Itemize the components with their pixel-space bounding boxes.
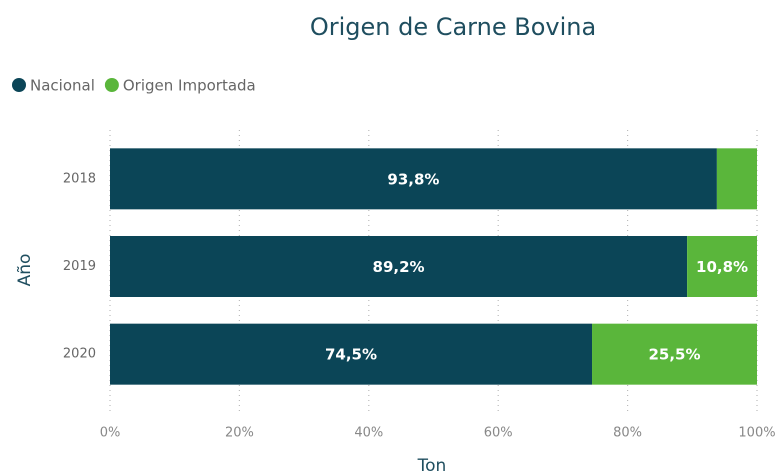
legend-label: Nacional (30, 77, 95, 95)
bar-segment (110, 236, 688, 297)
legend-marker (12, 78, 26, 92)
y-tick-label: 2019 (63, 259, 96, 274)
x-tick-label: 20% (225, 426, 254, 441)
bar-segment (716, 148, 757, 210)
x-tick-label: 100% (738, 426, 775, 441)
data-label: 10,8% (696, 258, 748, 276)
y-tick-label: 2018 (63, 171, 96, 186)
x-tick-label: 0% (100, 426, 121, 441)
y-tick-label: 2020 (63, 347, 96, 362)
bar-segment (110, 323, 593, 385)
data-label: 74,5% (325, 346, 377, 364)
legend-label: Origen Importada (123, 77, 256, 95)
x-tick-label: 40% (354, 426, 383, 441)
y-axis-label: Año (15, 254, 35, 287)
x-tick-label: 60% (484, 426, 513, 441)
bar-segment (687, 236, 757, 297)
bar-segment (592, 323, 757, 385)
chart-title: Origen de Carne Bovina (310, 13, 596, 41)
data-label: 89,2% (373, 258, 425, 276)
legend-marker (104, 78, 119, 92)
x-tick-label: 80% (613, 426, 642, 441)
data-label: 93,8% (387, 170, 439, 188)
data-label: 25,5% (648, 346, 700, 364)
bar-segment (110, 148, 717, 210)
x-axis-label: Ton (417, 456, 447, 472)
